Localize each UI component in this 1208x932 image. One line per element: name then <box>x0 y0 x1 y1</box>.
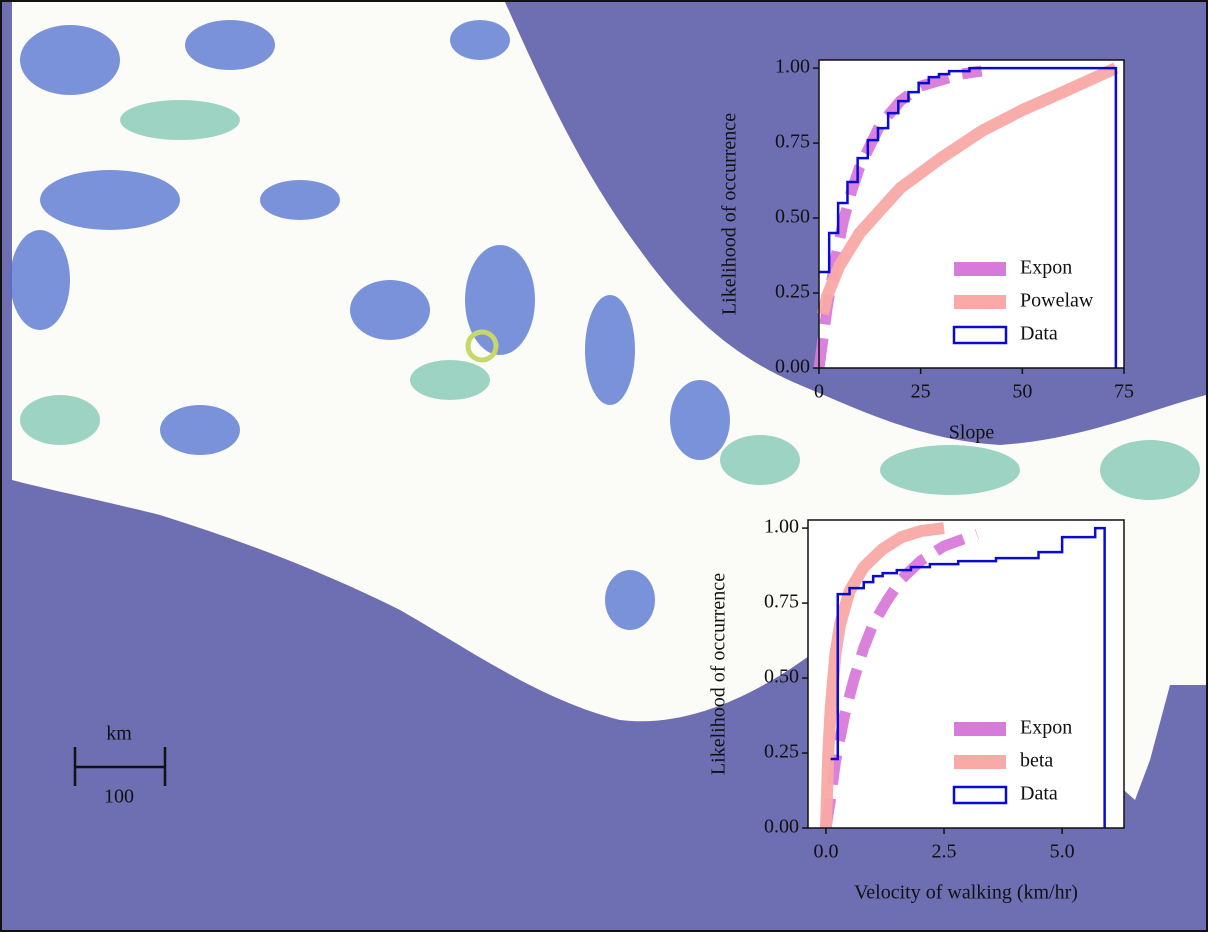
scale-length: 100 <box>104 786 134 808</box>
y-tick-label: 0.25 <box>764 741 799 763</box>
series-line <box>820 528 979 829</box>
x-tick-label: 0 <box>814 381 824 403</box>
legend-label: Data <box>1020 783 1058 805</box>
axes-frame <box>818 59 1125 369</box>
x-axis-label: Slope <box>949 422 995 444</box>
y-tick-label: 0.00 <box>764 816 799 838</box>
scale-bar: km 100 <box>73 723 167 808</box>
inset-chart: 0.00 0.25 0.50 0.75 1.00 0 25 50 75 Slope Likeliho… <box>719 56 1134 444</box>
y-tick-label: 0.50 <box>764 666 799 688</box>
x-tick-label: 0.0 <box>813 841 838 863</box>
legend-label: Data <box>1020 323 1058 345</box>
series-line <box>817 62 1119 316</box>
y-tick-label: 0.75 <box>764 591 799 613</box>
y-tick-label: 0.50 <box>775 206 810 228</box>
legend-swatch <box>952 785 1008 805</box>
y-axis-label: Likelihood of occurrence <box>719 113 741 315</box>
y-tick-label: 0.75 <box>775 131 810 153</box>
x-tick-label: 50 <box>1012 381 1032 403</box>
legend-swatch <box>954 262 1006 276</box>
y-tick-label: 0.25 <box>775 281 810 303</box>
legend-label: beta <box>1020 750 1053 772</box>
legend-swatch <box>954 722 1006 736</box>
y-tick-label: 1.00 <box>764 516 799 538</box>
axes-frame <box>807 519 1125 829</box>
inset-chart: 0.00 0.25 0.50 0.75 1.00 0.0 2.5 5.0 Velocity of… <box>708 516 1125 904</box>
legend-label: Powelaw <box>1020 290 1094 312</box>
scale-unit: km <box>106 723 132 745</box>
y-axis-label: Likelihood of occurrence <box>708 573 730 775</box>
legend-swatch <box>954 755 1006 769</box>
x-tick-label: 25 <box>911 381 931 403</box>
legend-label: Expon <box>1020 717 1072 739</box>
legend-label: Expon <box>1020 257 1072 279</box>
y-tick-label: 1.00 <box>775 56 810 78</box>
x-tick-label: 2.5 <box>932 841 957 863</box>
x-tick-label: 5.0 <box>1050 841 1075 863</box>
y-tick-label: 0.00 <box>775 356 810 378</box>
x-tick-label: 75 <box>1114 381 1134 403</box>
series-line <box>819 66 1118 368</box>
legend-swatch <box>954 295 1006 309</box>
legend-swatch <box>952 325 1008 345</box>
series-line <box>830 526 1106 828</box>
x-axis-label: Velocity of walking (km/hr) <box>854 882 1078 904</box>
plot-area <box>819 60 1124 368</box>
